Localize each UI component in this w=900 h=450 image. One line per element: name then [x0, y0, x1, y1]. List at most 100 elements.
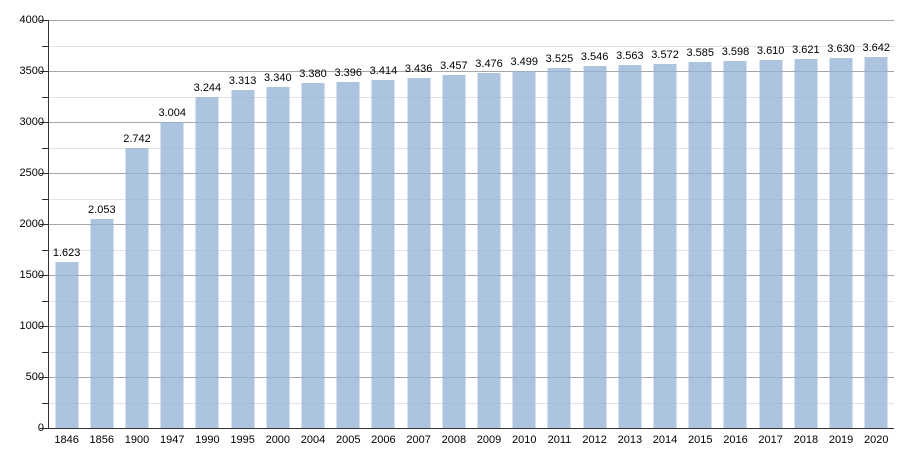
bar-2013	[618, 64, 642, 428]
bar-value-1995: 3.313	[228, 75, 257, 88]
bar-value-2009: 3.476	[475, 58, 503, 71]
bar-column-1947: 3.004 1947	[155, 20, 190, 446]
bar-value-2017: 3.610	[756, 44, 785, 57]
y-tick-4000	[40, 20, 48, 21]
bar-value-2016: 3.598	[721, 46, 750, 59]
bar-value-2007: 3.436	[404, 62, 433, 75]
bar-2011	[547, 68, 571, 428]
bar-value-1846: 1.623	[52, 247, 81, 260]
x-axis-label-2017: 2017	[758, 434, 783, 446]
y-tick-2500	[40, 173, 48, 174]
bar-2005	[336, 81, 360, 428]
x-axis-label-2008: 2008	[441, 434, 467, 446]
bar-value-2008: 3.457	[440, 60, 468, 73]
y-tick-1000	[40, 326, 48, 327]
bar-value-2004: 3.380	[299, 68, 327, 81]
x-axis-label-2009: 2009	[476, 434, 502, 446]
bar-1947	[160, 121, 184, 428]
bar-column-2009: 3.476 2009	[471, 20, 506, 446]
bar-value-2006: 3.414	[369, 64, 398, 77]
bar-2000	[266, 87, 290, 428]
y-tick-1500	[40, 275, 48, 276]
y-tick-250	[42, 402, 48, 404]
x-axis-label-1990: 1990	[195, 434, 220, 446]
bar-column-2013: 3.563 2013	[612, 20, 647, 446]
bar-column-2000: 3.340 2000	[260, 20, 295, 446]
y-tick-3500	[40, 71, 48, 72]
y-axis-label-1500: 1500	[19, 269, 44, 281]
bar-value-2020: 3.642	[862, 41, 891, 54]
y-axis-label-2500: 2500	[19, 167, 44, 179]
y-axis-label-1000: 1000	[19, 320, 44, 332]
bar-value-2013: 3.563	[616, 49, 644, 62]
bar-2017	[759, 59, 783, 428]
bar-2019	[829, 57, 853, 428]
bar-column-2017: 3.610 2017	[753, 20, 788, 446]
bar-column-2020: 3.642 2020	[859, 20, 894, 446]
x-axis-label-1856: 1856	[89, 434, 115, 446]
bar-2012	[583, 66, 607, 428]
y-axis-label-500: 500	[25, 371, 44, 383]
bar-column-2011: 3.525 2011	[542, 20, 577, 446]
bar-value-1856: 2.053	[88, 203, 116, 216]
bar-column-2016: 3.598 2016	[718, 20, 753, 446]
y-tick-500	[40, 377, 48, 378]
bar-column-2014: 3.572 2014	[647, 20, 682, 446]
x-axis-label-2016: 2016	[723, 434, 748, 446]
bar-value-2011: 3.525	[545, 53, 574, 66]
bar-2004	[301, 83, 325, 428]
x-axis-label-2014: 2014	[652, 434, 678, 446]
y-tick-3750	[42, 45, 48, 47]
x-axis-label-2013: 2013	[617, 434, 643, 446]
x-axis-label-1846: 1846	[54, 434, 79, 446]
x-axis-label-2004: 2004	[300, 434, 326, 446]
x-axis-label-2007: 2007	[406, 434, 431, 446]
bar-2010	[512, 71, 536, 428]
bar-column-2019: 3.630 2019	[823, 20, 858, 446]
bar-2016	[723, 61, 747, 428]
bar-column-2015: 3.585 2015	[683, 20, 718, 446]
y-tick-2750	[42, 147, 48, 149]
bar-value-1947: 3.004	[158, 106, 186, 119]
x-axis-label-2020: 2020	[864, 434, 889, 446]
bar-column-2018: 3.621 2018	[788, 20, 823, 446]
bar-column-2008: 3.457 2008	[436, 20, 471, 446]
bar-2006	[371, 79, 395, 428]
bar-value-1900: 2.742	[123, 133, 151, 146]
bar-column-1995: 3.313 1995	[225, 20, 260, 446]
bar-column-1900: 2.742 1900	[119, 20, 154, 446]
bar-column-2004: 3.380 2004	[295, 20, 330, 446]
x-axis-label-2006: 2006	[371, 434, 396, 446]
x-axis-label-2012: 2012	[582, 434, 607, 446]
bar-2009	[477, 73, 501, 428]
x-axis-label-2015: 2015	[688, 434, 713, 446]
bar-1856	[90, 218, 114, 428]
y-axis-label-0: 0	[37, 422, 44, 434]
bar-1995	[231, 90, 255, 428]
bar-2007	[407, 77, 431, 428]
x-axis-label-2010: 2010	[511, 434, 537, 446]
bar-column-2005: 3.396 2005	[331, 20, 366, 446]
bar-value-1990: 3.244	[193, 82, 222, 95]
bar-value-2000: 3.340	[264, 72, 292, 85]
bar-2015	[688, 62, 712, 428]
bar-column-1856: 2.053 1856	[84, 20, 119, 446]
bar-1846	[55, 262, 79, 428]
y-tick-2000	[40, 224, 48, 225]
bar-value-2015: 3.585	[686, 47, 715, 60]
bar-value-2018: 3.621	[792, 43, 820, 56]
bar-column-2012: 3.546 2012	[577, 20, 612, 446]
y-tick-2250	[42, 198, 48, 200]
x-axis-label-1900: 1900	[124, 434, 150, 446]
bar-1900	[125, 148, 149, 428]
y-tick-0	[40, 428, 48, 429]
bar-column-2010: 3.499 2010	[507, 20, 542, 446]
x-axis-label-2019: 2019	[828, 434, 854, 446]
bar-value-2010: 3.499	[510, 56, 538, 69]
bar-2020	[864, 56, 888, 428]
y-tick-750	[42, 351, 48, 353]
x-axis-label-2005: 2005	[335, 434, 361, 446]
bar-value-2014: 3.572	[651, 48, 679, 61]
bar-series: 1.623 1846 2.053 1856 2.742 1900 3.004 1947 3.24…	[49, 20, 894, 446]
